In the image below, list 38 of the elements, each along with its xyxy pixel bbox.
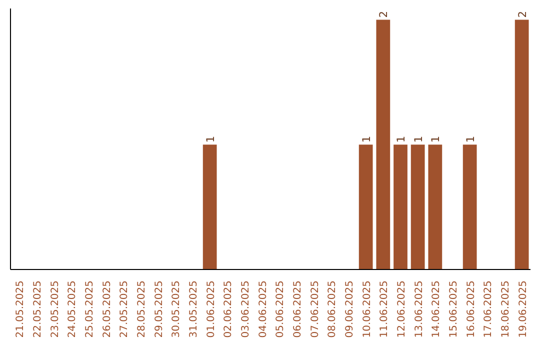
- x-tick-label: 08.06.2025: [327, 280, 338, 338]
- x-tick-label: 06.06.2025: [292, 280, 304, 338]
- x-tick-label: 31.05.2025: [188, 280, 200, 338]
- data-label: 2: [516, 10, 529, 18]
- data-label: 1: [204, 136, 217, 143]
- data-label: 1: [464, 136, 477, 143]
- x-tick-label: 23.05.2025: [50, 280, 61, 338]
- x-tick-label: 10.06.2025: [362, 280, 373, 338]
- x-tick-label: 25.05.2025: [84, 280, 96, 338]
- x-tick-label: 07.06.2025: [310, 280, 321, 338]
- x-tick-label: 22.05.2025: [32, 280, 44, 338]
- data-label: 1: [429, 136, 442, 143]
- data-label: 1: [360, 136, 373, 143]
- data-label: 1: [412, 136, 425, 143]
- x-tick-label: 11.06.2025: [379, 280, 390, 338]
- x-tick-label: 19.06.2025: [518, 280, 529, 338]
- data-label: 2: [377, 10, 390, 18]
- x-tick-label: 28.05.2025: [136, 280, 148, 338]
- x-tick-label: 01.06.2025: [206, 280, 217, 338]
- x-tick-label: 18.06.2025: [500, 280, 512, 338]
- data-label: 1: [394, 136, 408, 143]
- x-tick-label: 05.06.2025: [275, 280, 286, 338]
- x-tick-label: 03.06.2025: [240, 280, 252, 338]
- x-tick-label: 27.05.2025: [119, 280, 130, 338]
- x-tick-label: 12.06.2025: [396, 280, 408, 338]
- x-tick-label: 24.05.2025: [67, 280, 78, 338]
- x-tick-label: 21.05.2025: [15, 280, 26, 338]
- x-tick-label: 17.06.2025: [483, 280, 494, 338]
- x-tick-label: 26.05.2025: [102, 280, 113, 338]
- x-tick-label: 02.06.2025: [223, 280, 234, 338]
- x-tick-label: 13.06.2025: [414, 280, 425, 338]
- x-tick-label: 29.05.2025: [154, 280, 165, 338]
- x-tick-label: 04.06.2025: [258, 280, 269, 338]
- x-tick-label: 14.06.2025: [431, 280, 442, 338]
- x-tick-label: 16.06.2025: [466, 280, 477, 338]
- x-tick-label: 15.06.2025: [448, 280, 460, 338]
- x-tick-label: 09.06.2025: [344, 280, 356, 338]
- x-tick-label: 30.05.2025: [171, 280, 182, 338]
